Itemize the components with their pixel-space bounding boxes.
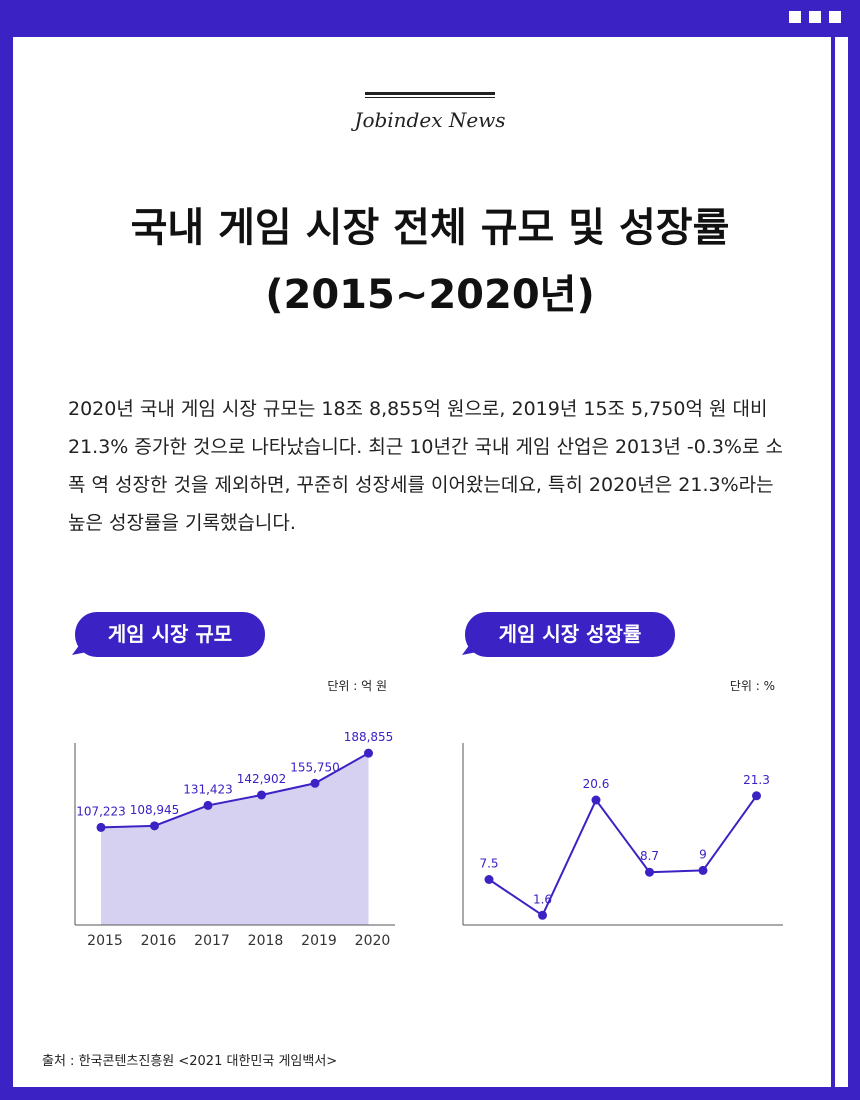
value-label: 108,945 <box>130 803 180 817</box>
data-point <box>645 867 654 877</box>
data-point <box>257 790 266 800</box>
body-text: 2020년 국내 게임 시장 규모는 18조 8,855억 원으로, 2019년… <box>68 398 783 534</box>
x-tick-label: 2018 <box>248 933 284 949</box>
unit-label: 단위 : % <box>730 679 775 693</box>
value-label: 188,855 <box>344 730 394 744</box>
title-bubble <box>75 612 265 657</box>
value-label: 9 <box>699 847 707 861</box>
value-label: 107,223 <box>76 804 126 818</box>
x-tick-label: 2015 <box>87 933 123 949</box>
content-area <box>10 34 834 1090</box>
chart-title: 게임 시장 규모 <box>108 622 232 646</box>
close-button[interactable] <box>827 9 843 25</box>
scrollbar[interactable] <box>833 37 848 1087</box>
value-label: 1.6 <box>533 892 552 906</box>
title: (2015~2020년) <box>265 272 595 318</box>
value-label: 155,750 <box>290 760 340 774</box>
data-point <box>752 791 761 801</box>
data-point <box>310 778 320 788</box>
data-point <box>591 795 601 805</box>
title-bubble <box>465 612 675 657</box>
chart-title: 게임 시장 성장률 <box>499 622 642 646</box>
value-label: 142,902 <box>237 772 287 786</box>
area <box>101 753 369 925</box>
data-point <box>203 800 213 810</box>
x-tick-label: 2017 <box>194 933 230 949</box>
value-label: 20.6 <box>583 777 610 791</box>
minimize-button[interactable] <box>787 9 803 25</box>
maximize-button[interactable] <box>807 9 823 25</box>
data-point <box>538 910 547 920</box>
brand: Jobindex News <box>354 108 506 132</box>
value-label: 21.3 <box>743 773 770 787</box>
value-label: 131,423 <box>183 782 233 796</box>
data-point <box>364 748 373 758</box>
data-point <box>150 821 159 831</box>
data-point <box>96 822 106 832</box>
data-point <box>698 865 708 875</box>
title: 국내 게임 시장 전체 규모 및 성장률 <box>130 205 730 251</box>
value-label: 8.7 <box>640 849 659 863</box>
x-tick-label: 2020 <box>355 933 391 949</box>
line <box>488 795 758 917</box>
value-label: 7.5 <box>479 857 498 871</box>
unit-label: 단위 : 억 원 <box>327 679 387 693</box>
x-tick-label: 2019 <box>301 933 337 949</box>
data-point <box>484 875 494 884</box>
bubble-tail <box>462 640 487 655</box>
brand-rule <box>365 92 495 98</box>
line <box>100 752 369 829</box>
bubble-tail <box>72 640 97 655</box>
source: 출처 : 한국콘텐츠진흥원 <2021 대한민국 게임백서> <box>42 1054 338 1069</box>
x-tick-label: 2016 <box>141 933 177 949</box>
